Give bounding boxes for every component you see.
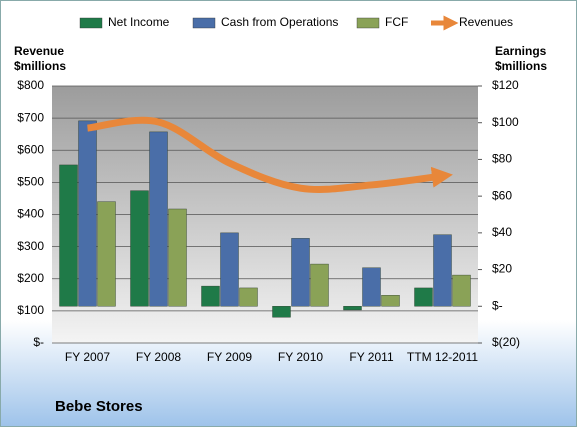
bar (239, 287, 258, 307)
bar (220, 232, 239, 307)
y-tick-label: $800 (17, 78, 44, 92)
legend-icon (79, 17, 103, 29)
x-tick-label: FY 2008 (136, 350, 181, 364)
bar (149, 131, 168, 307)
bar (433, 234, 452, 307)
x-tick-label: FY 2010 (278, 350, 323, 364)
legend-label: Revenues (459, 15, 513, 29)
bar (201, 285, 220, 307)
bar (362, 267, 381, 307)
bar (78, 120, 97, 307)
bar (272, 306, 291, 318)
y-tick-label: $600 (17, 142, 44, 156)
legend-label: Cash from Operations (221, 15, 338, 29)
y-tick-label: $200 (17, 271, 44, 285)
bar (97, 201, 116, 307)
chart-title: Bebe Stores (55, 398, 143, 415)
x-tick-label: FY 2007 (65, 350, 110, 364)
legend-icon (192, 17, 216, 29)
line (87, 116, 453, 193)
bar (343, 306, 362, 311)
y-tick-label: $500 (17, 175, 44, 189)
bar (168, 208, 187, 307)
y2-tick-label: $(20) (492, 335, 520, 349)
y2-tick-label: $100 (492, 115, 519, 129)
y2-tick-label: $80 (492, 152, 512, 166)
bar (414, 287, 433, 307)
y-axis-title: Revenue (14, 44, 64, 58)
bar (130, 190, 149, 307)
legend-icon (356, 17, 380, 29)
bar (291, 238, 310, 307)
y-tick-label: $- (33, 335, 44, 349)
y2-tick-label: $- (492, 298, 503, 312)
y-tick-label: $300 (17, 239, 44, 253)
legend-label: Net Income (108, 15, 170, 29)
bar (452, 274, 471, 307)
y2-tick-label: $120 (492, 78, 519, 92)
y-tick-label: $400 (17, 207, 44, 221)
x-tick-label: TTM 12-2011 (407, 350, 478, 364)
y2-axis-title: Earnings (495, 44, 547, 58)
y2-tick-label: $40 (492, 225, 512, 239)
y-tick-label: $700 (17, 110, 44, 124)
y-axis-title: $millions (14, 59, 66, 73)
bar (381, 295, 400, 307)
bar (310, 263, 329, 307)
y2-axis-title: $millions (495, 59, 547, 73)
y2-tick-label: $20 (492, 262, 512, 276)
legend-label: FCF (385, 15, 408, 29)
y-tick-label: $100 (17, 303, 44, 317)
y2-tick-label: $60 (492, 188, 512, 202)
bar (59, 164, 78, 307)
x-tick-label: FY 2009 (207, 350, 252, 364)
x-tick-label: FY 2011 (349, 350, 394, 364)
